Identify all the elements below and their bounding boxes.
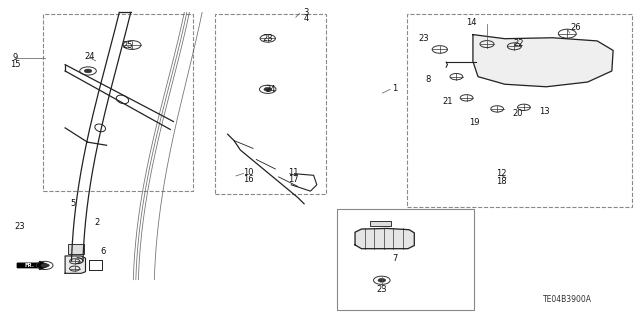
Text: 23: 23 <box>418 34 429 43</box>
Text: 24: 24 <box>265 85 276 94</box>
Text: 12: 12 <box>496 169 506 178</box>
Text: 23: 23 <box>376 285 387 294</box>
Circle shape <box>378 278 386 282</box>
Text: 13: 13 <box>539 107 550 116</box>
Text: 2: 2 <box>94 218 100 227</box>
Text: 17: 17 <box>288 174 298 184</box>
Polygon shape <box>473 34 613 87</box>
Circle shape <box>41 263 49 267</box>
Text: 23: 23 <box>14 222 24 231</box>
Text: 6: 6 <box>100 247 106 256</box>
Bar <box>215 14 326 194</box>
Text: 5: 5 <box>70 199 76 208</box>
Bar <box>68 244 84 254</box>
Bar <box>337 209 474 310</box>
Text: 24: 24 <box>84 52 95 61</box>
Text: 4: 4 <box>303 14 308 23</box>
Polygon shape <box>65 256 86 273</box>
Text: 16: 16 <box>243 174 254 184</box>
Text: 7: 7 <box>392 254 398 263</box>
Text: 20: 20 <box>512 108 523 117</box>
Circle shape <box>84 69 92 73</box>
Text: 23: 23 <box>262 34 273 43</box>
Text: 18: 18 <box>495 176 506 186</box>
Text: 8: 8 <box>426 75 431 84</box>
Polygon shape <box>355 228 414 249</box>
Text: 22: 22 <box>513 39 524 48</box>
Bar <box>371 220 391 226</box>
Text: 10: 10 <box>243 168 254 177</box>
Text: 14: 14 <box>466 19 476 27</box>
Text: 9: 9 <box>13 53 18 62</box>
Text: 3: 3 <box>303 8 308 17</box>
Text: 26: 26 <box>571 23 582 32</box>
Text: FR.: FR. <box>24 263 34 268</box>
Text: 11: 11 <box>288 168 298 177</box>
Bar <box>43 14 193 191</box>
Text: TE04B3900A: TE04B3900A <box>543 295 592 304</box>
Circle shape <box>264 87 271 91</box>
Text: 1: 1 <box>392 84 398 93</box>
Text: 25: 25 <box>122 41 133 49</box>
Text: 21: 21 <box>442 97 452 107</box>
Text: 15: 15 <box>10 60 20 69</box>
Polygon shape <box>17 261 49 270</box>
Bar <box>407 14 632 207</box>
Text: 19: 19 <box>469 118 479 127</box>
